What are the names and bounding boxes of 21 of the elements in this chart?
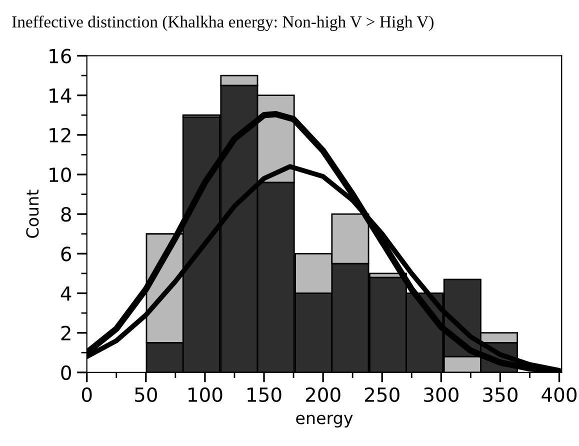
- y-tick-label: 12: [50, 128, 70, 142]
- x-tick-label: 200: [306, 387, 340, 402]
- y-axis-title: Count: [26, 190, 39, 238]
- chart-title: Ineffective distinction (Khalkha energy: Non-high V > High V): [12, 16, 434, 31]
- y-tick-label: 6: [61, 246, 72, 262]
- x-tick-label: 300: [424, 387, 458, 402]
- x-tick-label: 50: [135, 387, 157, 402]
- x-tick-label: 250: [364, 387, 400, 402]
- x-tick-label: 150: [248, 387, 282, 402]
- y-tick-label: 8: [61, 207, 71, 222]
- y-tick-label: 2: [61, 326, 70, 340]
- y-tick-label: 10: [50, 167, 71, 182]
- x-tick-label: 0: [82, 387, 92, 402]
- x-tick-label: 400: [542, 387, 577, 402]
- y-tick-label: 4: [60, 286, 72, 301]
- y-tick-label: 16: [50, 48, 72, 64]
- x-tick-label: 350: [483, 387, 518, 402]
- y-tick-label: 14: [50, 88, 72, 103]
- y-tick-label: 0: [61, 365, 71, 380]
- x-axis-title: energy: [296, 414, 353, 428]
- x-tick-label: 100: [188, 387, 222, 402]
